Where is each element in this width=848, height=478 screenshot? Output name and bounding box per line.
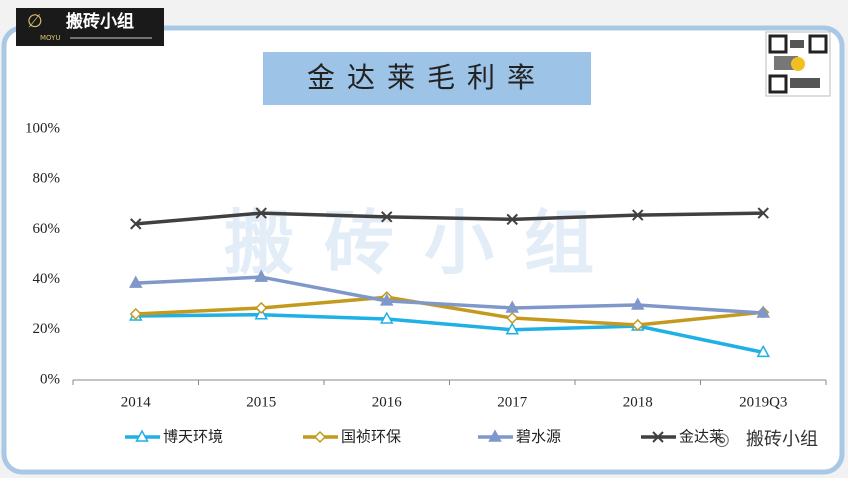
series-line [135,312,764,355]
marker [756,344,771,358]
logo-box [16,8,164,46]
marker [632,209,644,221]
x-tick-label: 2017 [497,394,528,410]
marker [756,305,771,318]
plot-panel [15,116,833,456]
y-tick-label: 100% [25,120,60,136]
marker [506,213,518,226]
legend-marker [135,429,149,442]
y-tick-label: 60% [33,221,61,237]
y-tick-label: 20% [33,321,61,337]
legend-marker [313,430,327,444]
marker [128,275,143,288]
legend-label: 博天环境 [163,428,223,446]
marker [506,311,519,325]
marker [381,211,393,223]
marker [379,293,394,306]
marker [630,297,645,310]
qr-code [765,31,831,97]
x-tick-label: 2015 [246,394,276,410]
y-tick-label: 0% [40,371,60,387]
marker [254,269,269,282]
marker [505,300,520,313]
legend-marker [488,429,502,442]
legend-label: 碧水源 [516,428,561,446]
title-box [263,52,591,105]
marker [631,318,644,332]
x-tick-label: 2018 [623,394,653,410]
marker [505,322,520,335]
series-line [135,211,764,226]
footer-icon: ◎ [714,429,730,450]
legend-label: 金达莱 [679,428,724,446]
series-line [135,295,764,327]
chart-title: 金达莱毛利率 [307,61,547,94]
y-tick-label: 80% [33,171,61,187]
logo-sub: MOYU [40,34,61,42]
legend-marker [652,431,664,443]
marker [757,207,769,219]
series-line [135,275,764,315]
y-tick-label: 40% [33,271,61,287]
marker [130,218,142,230]
x-tick-label: 2016 [372,394,403,410]
marker [255,207,267,219]
marker [255,301,268,315]
logo-text: 搬砖小组 [66,11,134,32]
logo-icon: ∅ [27,11,43,32]
footer-brand: 搬砖小组 [746,429,818,450]
legend-label: 国祯环保 [341,428,401,446]
x-tick-label: 2019Q3 [739,394,787,410]
marker [379,311,394,324]
x-tick-label: 2014 [121,394,152,410]
marker [129,307,142,321]
